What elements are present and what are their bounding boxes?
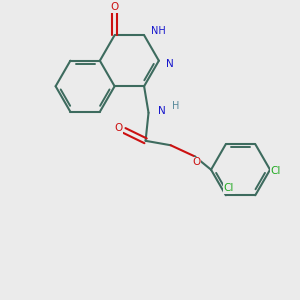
Text: H: H: [172, 101, 179, 111]
Text: O: O: [114, 123, 123, 133]
Text: N: N: [166, 59, 174, 69]
Text: NH: NH: [152, 26, 166, 36]
Text: N: N: [158, 106, 166, 116]
Text: O: O: [192, 157, 200, 167]
Text: Cl: Cl: [224, 183, 234, 193]
Text: Cl: Cl: [271, 166, 281, 176]
Text: O: O: [110, 2, 119, 12]
